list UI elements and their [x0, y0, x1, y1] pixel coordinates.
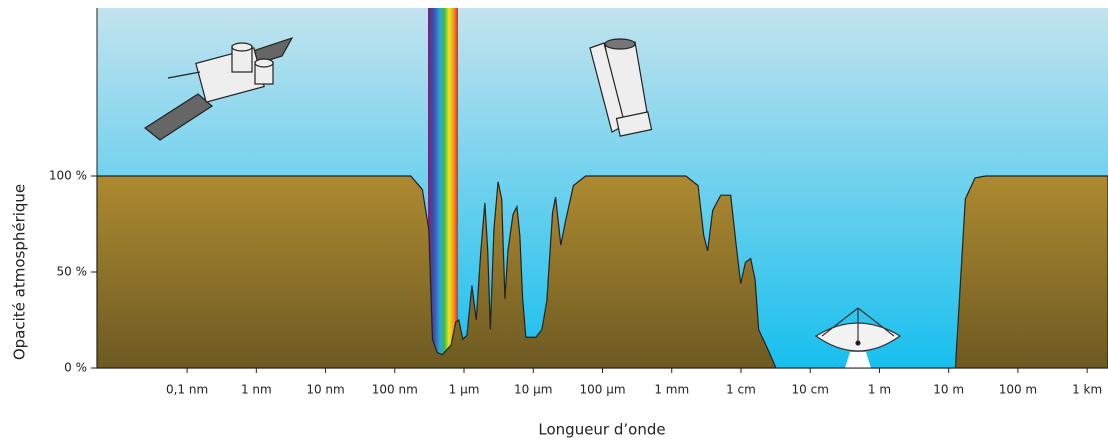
x-tick-label: 1 m	[868, 383, 891, 397]
satellite-icon	[143, 36, 294, 141]
x-axis-label: Longueur d’onde	[538, 421, 665, 439]
radio-dish-icon	[814, 307, 902, 368]
x-tick-label: 1 µm	[449, 383, 480, 397]
y-tick-label: 100 %	[49, 169, 87, 183]
marks	[96, 175, 1108, 369]
x-tick-label: 10 m	[933, 383, 964, 397]
visible-spectrum	[428, 8, 458, 358]
x-tick-label: 1 cm	[726, 383, 756, 397]
x-tick-label: 10 µm	[514, 383, 552, 397]
x-tick-label: 100 nm	[372, 383, 418, 397]
x-tick-label: 10 cm	[792, 383, 829, 397]
axes: 0 % 50 % 100 % 0,1 nm 1 nm 10 nm 100 nm 1 µm 10 …	[49, 8, 1108, 397]
x-tick-label: 1 nm	[241, 383, 272, 397]
telescope-icon	[589, 38, 653, 137]
x-tick-label: 1 km	[1072, 383, 1102, 397]
y-tick-label: 50 %	[57, 265, 88, 279]
x-tick-label: 0,1 nm	[166, 383, 208, 397]
x-tick-label: 1 mm	[654, 383, 689, 397]
x-tick-label: 100 µm	[579, 383, 625, 397]
x-tick-label: 100 m	[999, 383, 1037, 397]
y-axis-label: Opacité atmosphérique	[11, 184, 29, 360]
x-tick-label: 10 nm	[306, 383, 344, 397]
opacity-area	[96, 175, 1108, 369]
y-tick-label: 0 %	[64, 361, 87, 375]
